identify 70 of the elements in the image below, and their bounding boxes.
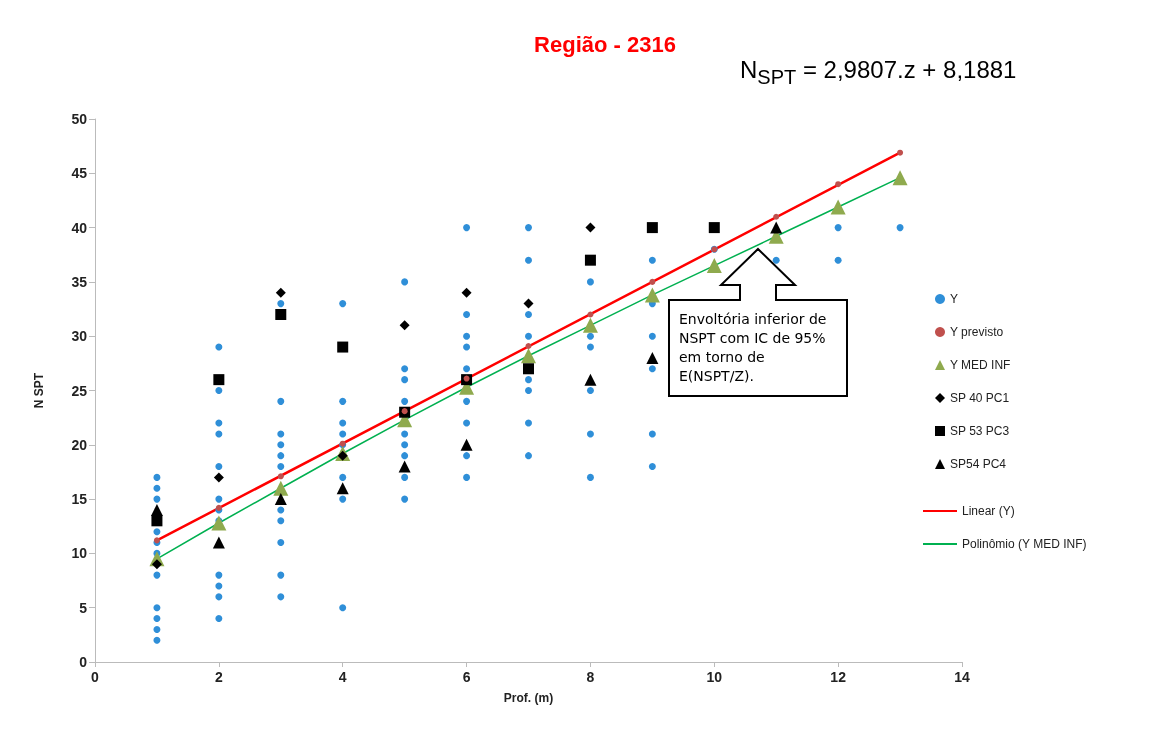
annotation: Envoltória inferior de NSPT com IC de 95% em torno de E(NSPT/Z). <box>679 310 828 386</box>
point <box>646 222 658 234</box>
point <box>897 149 904 156</box>
point <box>644 287 660 303</box>
point <box>336 482 349 495</box>
y-tick-label: 0 <box>79 654 88 670</box>
legend-label: Y <box>950 292 959 306</box>
point <box>835 181 842 188</box>
point <box>587 311 594 318</box>
y-axis-title: N SPT <box>32 372 46 409</box>
point <box>212 536 225 549</box>
point <box>585 222 596 233</box>
legend-label: Y MED INF <box>950 358 1011 372</box>
point <box>213 472 224 483</box>
legend-label: SP54 PC4 <box>950 457 1007 471</box>
y-tick-label: 10 <box>71 545 88 562</box>
y-tick-label: 30 <box>71 328 88 345</box>
y-tick-label: 40 <box>71 219 88 236</box>
y-tick-label: 15 <box>71 491 88 508</box>
point <box>830 199 846 215</box>
legend-label: SP 40 PC1 <box>950 391 1010 405</box>
y-tick-label: 35 <box>71 273 88 290</box>
point <box>277 473 284 480</box>
y-tick-label: 25 <box>71 382 88 399</box>
point <box>150 503 163 516</box>
point <box>460 438 473 451</box>
point <box>708 222 720 234</box>
point <box>646 351 659 364</box>
point <box>584 254 596 266</box>
point <box>584 373 597 386</box>
point <box>521 348 536 364</box>
legend-label: SP 53 PC3 <box>950 424 1010 438</box>
point <box>211 515 227 531</box>
point <box>773 213 780 220</box>
point <box>523 298 534 309</box>
point <box>275 287 286 298</box>
point <box>892 170 908 186</box>
x-tick-label: 4 <box>338 669 347 685</box>
legend-label: Y previsto <box>950 325 1004 339</box>
legend-label: Linear (Y) <box>962 504 1015 518</box>
point <box>398 460 411 473</box>
x-tick-label: 14 <box>954 669 970 685</box>
x-tick-label: 10 <box>706 669 723 685</box>
point <box>151 515 163 527</box>
x-tick-label: 2 <box>214 669 223 685</box>
point <box>523 363 534 375</box>
x-axis-title: Prof. (m) <box>503 691 554 705</box>
x-tick-label: 12 <box>830 669 847 685</box>
point <box>461 287 472 298</box>
point <box>337 341 349 353</box>
y-tick-label: 45 <box>71 165 88 182</box>
x-tick-label: 8 <box>586 669 595 685</box>
point <box>649 278 656 285</box>
legend-label: Polinômio (Y MED INF) <box>962 537 1087 551</box>
point <box>706 258 722 274</box>
point <box>399 320 410 331</box>
y-tick-label: 50 <box>71 111 88 127</box>
point <box>273 480 289 496</box>
x-tick-label: 0 <box>91 669 100 685</box>
y-tick-label: 20 <box>71 436 88 453</box>
point <box>770 221 783 234</box>
point <box>275 308 287 320</box>
point <box>274 493 287 506</box>
text: N$_{SPT}$ = 2,9807.z + 8,1881 <box>740 56 1017 89</box>
chart-title: Região - 2316 <box>534 31 676 57</box>
point <box>525 342 532 349</box>
x-tick-label: 6 <box>462 669 471 685</box>
point <box>582 317 598 333</box>
point <box>213 374 225 386</box>
y-tick-label: 5 <box>79 599 88 616</box>
